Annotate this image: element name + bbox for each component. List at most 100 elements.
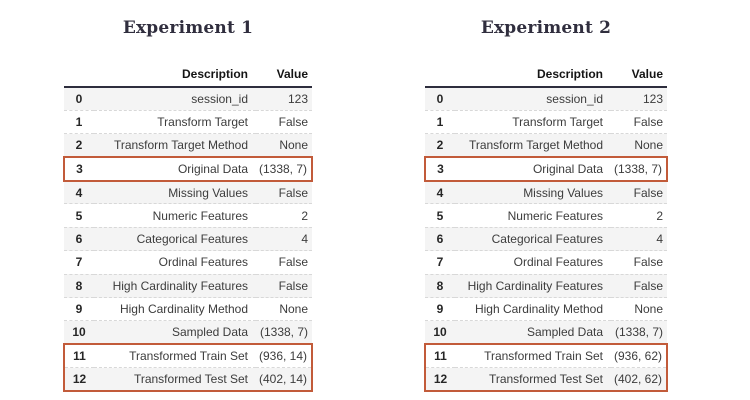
table-header-row: Description Value	[64, 62, 312, 87]
table-header: Description Value	[425, 62, 667, 87]
row-value: (402, 14)	[258, 372, 307, 387]
row-value: False	[278, 255, 308, 270]
experiment-2-title: Experiment 2	[480, 18, 612, 38]
row-index: 4	[75, 185, 83, 200]
table-row: 9 High Cardinality Method None	[64, 297, 312, 321]
table-row: 12 Transformed Test Set (402, 62)	[425, 367, 667, 392]
table-row: 11 Transformed Train Set (936, 62)	[425, 344, 667, 368]
row-index: 6	[75, 232, 83, 247]
row-value: 2	[301, 208, 308, 223]
row-value: None	[634, 302, 663, 317]
table-body: 0 session_id 123 1 Transform Target False 2 Tra…	[64, 87, 312, 392]
row-value: None	[279, 138, 308, 153]
table-row: 3 Original Data (1338, 7)	[425, 157, 667, 181]
row-description: Numeric Features	[152, 208, 248, 223]
table-header-row: Description Value	[425, 62, 667, 87]
row-index: 11	[434, 349, 447, 364]
row-description: Categorical Features	[491, 232, 603, 247]
row-index: 2	[75, 138, 83, 153]
row-index: 9	[75, 302, 83, 317]
description-column-header: Description	[536, 67, 603, 81]
row-value: 4	[301, 232, 308, 247]
row-description: Transform Target	[157, 115, 248, 130]
row-value: (1338, 7)	[614, 325, 663, 340]
row-value: None	[279, 302, 308, 317]
row-value: False	[278, 185, 308, 200]
row-value: 2	[656, 208, 663, 223]
row-index: 10	[72, 325, 86, 340]
table-row: 6 Categorical Features 4	[425, 227, 667, 251]
row-value: 4	[656, 232, 663, 247]
row-index: 3	[437, 161, 444, 176]
table-row: 3 Original Data (1338, 7)	[64, 157, 312, 181]
row-description: Transform Target Method	[468, 138, 603, 153]
row-index: 7	[436, 255, 444, 270]
row-description: Transformed Test Set	[488, 372, 603, 387]
table-row: 5 Numeric Features 2	[64, 203, 312, 227]
table-row: 4 Missing Values False	[64, 180, 312, 204]
row-index: 5	[75, 208, 83, 223]
row-value: 123	[287, 91, 308, 106]
table-row: 9 High Cardinality Method None	[425, 297, 667, 321]
row-index: 11	[73, 349, 86, 364]
row-description: Sampled Data	[171, 325, 248, 340]
table-row: 8 High Cardinality Features False	[425, 274, 667, 298]
row-description: Original Data	[532, 161, 603, 176]
table-row: 0 session_id 123	[64, 87, 312, 111]
row-value: (936, 14)	[258, 349, 307, 364]
row-description: Missing Values	[523, 185, 603, 200]
row-description: Transformed Test Set	[133, 372, 248, 387]
experiment-2-summary-table: Description Value 0 session_id 123 1 Transfo…	[424, 62, 668, 392]
table-row: 7 Ordinal Features False	[425, 250, 667, 274]
index-column-header	[425, 62, 455, 87]
row-description: High Cardinality Method	[119, 302, 248, 317]
table-row: 10 Sampled Data (1338, 7)	[64, 320, 312, 345]
row-index: 4	[436, 185, 444, 200]
table-row: 11 Transformed Train Set (936, 14)	[64, 344, 312, 368]
row-description: Transformed Train Set	[129, 349, 248, 364]
table-row: 2 Transform Target Method None	[425, 133, 667, 158]
row-value: False	[633, 185, 663, 200]
experiment-2-panel: Experiment 2 Description Value 0 session_…	[424, 17, 668, 392]
row-description: Ordinal Features	[513, 255, 603, 270]
row-index: 5	[436, 208, 444, 223]
table-body: 0 session_id 123 1 Transform Target False 2 Tra…	[425, 87, 667, 392]
row-description: High Cardinality Method	[474, 302, 603, 317]
row-index: 9	[436, 302, 444, 317]
row-value: (1338, 7)	[259, 325, 308, 340]
row-value: False	[633, 278, 663, 293]
table-row: 2 Transform Target Method None	[64, 133, 312, 158]
row-description: Transform Target Method	[113, 138, 248, 153]
row-value: (936, 62)	[613, 349, 662, 364]
row-index: 8	[436, 278, 444, 293]
row-value: False	[278, 278, 308, 293]
table-row: 12 Transformed Test Set (402, 14)	[64, 367, 312, 392]
row-index: 2	[436, 138, 444, 153]
row-description: Transform Target	[512, 115, 603, 130]
row-description: High Cardinality Features	[112, 278, 248, 293]
table-row: 0 session_id 123	[425, 87, 667, 111]
table-row: 10 Sampled Data (1338, 7)	[425, 320, 667, 345]
row-description: Categorical Features	[136, 232, 248, 247]
experiment-1-panel: Experiment 1 Description Value 0 session_…	[63, 17, 313, 392]
row-index: 1	[75, 115, 83, 130]
row-value: 123	[642, 91, 663, 106]
row-description: Numeric Features	[507, 208, 603, 223]
row-value: (402, 62)	[613, 372, 662, 387]
row-index: 1	[436, 115, 444, 130]
table-row: 6 Categorical Features 4	[64, 227, 312, 251]
table-header: Description Value	[64, 62, 312, 87]
row-value: None	[634, 138, 663, 153]
table-row: 5 Numeric Features 2	[425, 203, 667, 227]
row-description: session_id	[546, 91, 603, 106]
row-value: False	[633, 115, 663, 130]
row-description: Original Data	[177, 161, 248, 176]
row-index: 8	[75, 278, 83, 293]
value-column-header: Value	[631, 67, 663, 81]
row-index: 10	[433, 325, 447, 340]
row-value: (1338, 7)	[613, 161, 662, 176]
row-index: 3	[76, 161, 83, 176]
row-description: Ordinal Features	[158, 255, 248, 270]
description-column-header: Description	[181, 67, 248, 81]
row-index: 12	[433, 372, 448, 387]
